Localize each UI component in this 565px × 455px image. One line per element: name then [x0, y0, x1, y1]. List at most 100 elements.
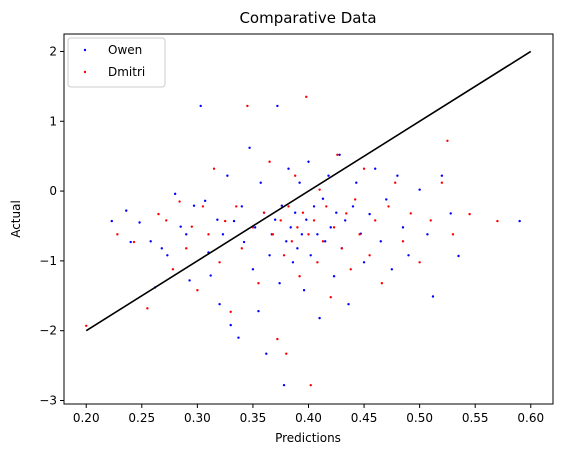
reference-line: [85, 50, 532, 332]
point-owen: [305, 218, 308, 221]
legend-label-owen: Owen: [108, 43, 142, 57]
point-owen: [226, 174, 229, 177]
point-owen: [321, 197, 325, 200]
point-owen: [278, 282, 281, 285]
point-dmitri: [218, 261, 221, 264]
x-tick-label: 0.20: [73, 411, 100, 425]
point-owen: [335, 211, 338, 214]
point-owen: [457, 254, 460, 258]
point-dmitri: [207, 233, 210, 236]
point-owen: [218, 302, 221, 306]
point-owen: [302, 289, 306, 292]
point-owen: [276, 104, 279, 108]
point-owen: [329, 226, 332, 229]
point-dmitri: [387, 205, 390, 208]
point-owen: [237, 336, 240, 339]
point-owen: [273, 218, 277, 221]
point-owen: [396, 174, 399, 177]
chart-title: Comparative Data: [239, 9, 376, 27]
x-tick-label: 0.40: [295, 411, 322, 425]
point-dmitri: [325, 205, 328, 208]
point-owen: [257, 309, 260, 313]
point-dmitri: [171, 268, 175, 271]
point-dmitri: [332, 226, 336, 229]
point-owen: [323, 240, 327, 243]
point-owen: [355, 181, 358, 184]
point-owen: [343, 219, 347, 222]
point-owen: [242, 240, 246, 244]
x-tick-label: 0.50: [406, 411, 433, 425]
point-dmitri: [329, 295, 332, 299]
point-owen: [312, 205, 316, 208]
point-dmitri: [362, 167, 366, 170]
point-owen: [309, 254, 312, 257]
point-owen: [179, 225, 182, 228]
point-owen: [449, 212, 452, 215]
point-dmitri: [349, 268, 352, 271]
point-owen: [338, 153, 341, 156]
point-dmitri: [401, 240, 405, 243]
point-dmitri: [358, 233, 361, 236]
point-owen: [232, 219, 236, 223]
point-dmitri: [257, 282, 260, 285]
point-owen: [296, 247, 299, 250]
point-owen: [185, 233, 188, 236]
point-owen: [125, 209, 128, 212]
point-dmitri: [116, 233, 119, 236]
point-owen: [110, 219, 113, 223]
point-owen: [379, 240, 382, 243]
point-dmitri: [293, 174, 297, 177]
legend-marker-dmitri: [83, 70, 87, 74]
point-dmitri: [190, 225, 194, 228]
point-dmitri: [282, 254, 286, 257]
y-tick-label: 1: [49, 114, 57, 128]
point-owen: [248, 146, 251, 149]
x-axis: 0.20 0.25 0.30 0.35 0.40 0.45 0.50 0.55 0.60: [73, 404, 544, 425]
point-owen: [216, 218, 219, 221]
point-owen: [298, 181, 301, 184]
point-owen: [440, 174, 444, 177]
point-dmitri: [285, 352, 288, 355]
point-owen: [362, 261, 366, 264]
point-dmitri: [336, 153, 339, 156]
point-owen: [289, 226, 292, 229]
legend-label-dmitri: Dmitri: [108, 65, 145, 79]
point-owen: [160, 247, 163, 250]
point-owen: [280, 204, 284, 207]
point-owen: [316, 233, 319, 236]
x-tick-label: 0.25: [128, 411, 155, 425]
point-dmitri: [409, 212, 412, 215]
point-dmitri: [440, 181, 444, 184]
point-owen: [291, 261, 295, 264]
point-dmitri: [223, 219, 227, 223]
point-dmitri: [276, 337, 279, 341]
y-axis: −3 −2 −1 0 1 2: [39, 44, 64, 408]
y-tick-label: 2: [49, 44, 57, 58]
point-dmitri: [468, 212, 471, 216]
point-owen: [332, 275, 336, 278]
point-dmitri: [305, 95, 308, 99]
point-owen: [293, 211, 297, 214]
point-owen: [300, 233, 304, 236]
point-dmitri: [212, 167, 216, 170]
point-dmitri: [146, 307, 149, 310]
point-dmitri: [418, 261, 421, 264]
point-owen: [199, 104, 202, 108]
point-dmitri: [287, 205, 290, 208]
point-owen: [229, 323, 232, 327]
point-dmitri: [446, 139, 449, 143]
point-owen: [259, 181, 262, 184]
point-dmitri: [353, 198, 357, 201]
point-owen: [351, 205, 355, 208]
point-dmitri: [85, 324, 88, 328]
point-owen: [418, 188, 421, 191]
x-tick-label: 0.30: [184, 411, 211, 425]
y-tick-label: −1: [39, 254, 57, 268]
point-owen: [287, 167, 290, 170]
point-dmitri: [262, 211, 266, 214]
point-dmitri: [201, 205, 205, 208]
point-owen: [373, 167, 377, 170]
point-dmitri: [235, 205, 238, 208]
point-owen: [221, 233, 225, 236]
